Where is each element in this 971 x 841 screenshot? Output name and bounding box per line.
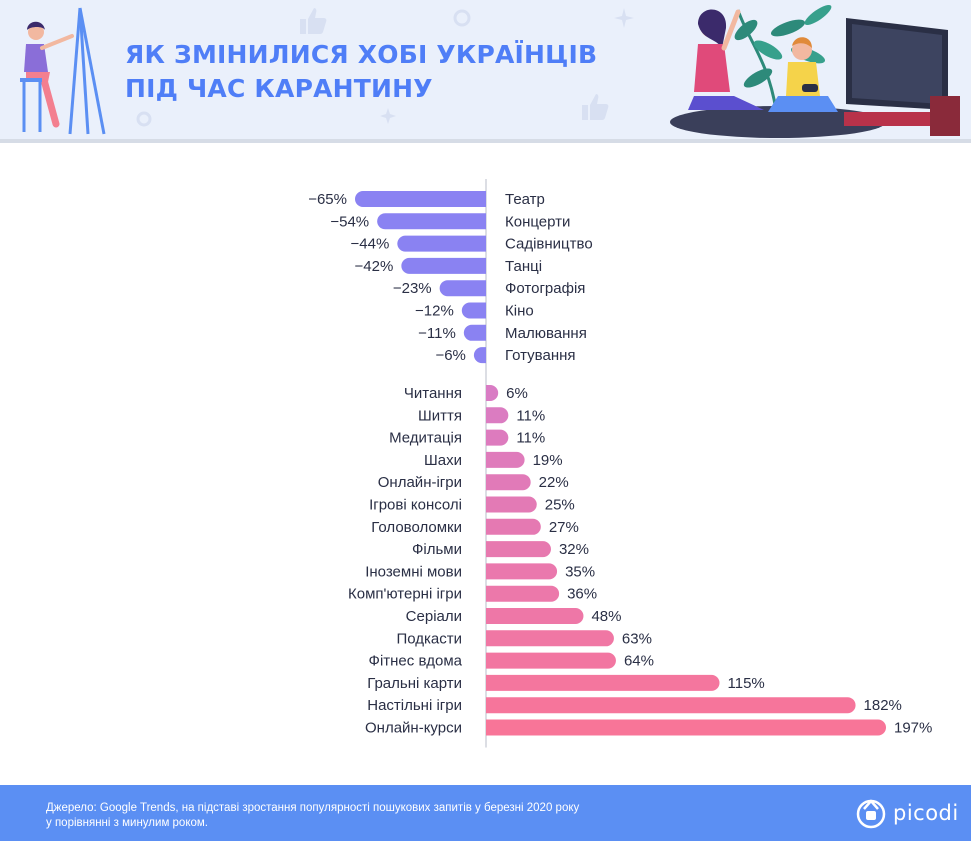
bar-positive — [486, 608, 584, 624]
value-label-positive: 36% — [567, 586, 597, 603]
category-label-positive: Серіали — [406, 608, 462, 625]
bar-positive — [486, 630, 614, 647]
picodi-logo-icon — [856, 799, 886, 829]
category-label-negative: Театр — [505, 191, 545, 208]
bar-negative — [377, 213, 486, 230]
category-label-positive: Медитація — [389, 430, 462, 447]
value-label-positive: 11% — [516, 407, 545, 424]
category-label-negative: Концерти — [505, 213, 570, 230]
category-label-positive: Читання — [404, 385, 462, 402]
thumbs-up-icon — [300, 8, 327, 34]
value-label-positive: 19% — [533, 452, 563, 469]
value-label-negative: −12% — [415, 303, 454, 320]
page-title: ЯК ЗМІНИЛИСЯ ХОБІ УКРАЇНЦІВ ПІД ЧАС КАРА… — [125, 38, 645, 106]
value-label-positive: 197% — [894, 720, 932, 737]
category-label-positive: Подкасти — [396, 630, 462, 647]
artist-illustration — [20, 7, 106, 135]
category-label-positive: Гральні карти — [367, 675, 462, 692]
value-label-positive: 27% — [549, 519, 579, 536]
bar-positive — [486, 541, 551, 558]
category-label-negative: Готування — [505, 347, 576, 364]
footer: Джерело: Google Trends, на підставі зрос… — [0, 785, 971, 841]
category-label-positive: Настільні ігри — [367, 697, 462, 714]
bar-negative — [463, 324, 486, 341]
bar-negative — [397, 235, 486, 252]
value-label-positive: 32% — [559, 541, 589, 558]
bar-negative — [401, 257, 486, 274]
bar-positive — [486, 652, 616, 669]
category-label-positive: Онлайн-ігри — [378, 474, 462, 491]
value-label-negative: −23% — [393, 280, 432, 297]
value-label-positive: 48% — [591, 608, 621, 625]
sparkle-icon — [614, 8, 634, 28]
chart-area: −65% Театр −54% Концерти −44% Садівництво −42%… — [0, 147, 971, 785]
value-label-positive: 182% — [864, 697, 902, 714]
hobby-change-chart: −65% Театр −54% Концерти −44% Садівництво −42%… — [308, 179, 932, 748]
category-label-positive: Шахи — [424, 452, 462, 469]
category-label-negative: Кіно — [505, 303, 534, 320]
bar-negative — [355, 191, 486, 207]
value-label-positive: 11% — [516, 430, 545, 447]
bar-negative — [461, 302, 486, 319]
gamers-illustration — [670, 4, 960, 138]
source-line-2: у порівнянні з минулим роком. — [46, 817, 208, 829]
value-label-negative: −11% — [418, 325, 456, 342]
bar-positive — [486, 674, 720, 691]
header-banner: ЯК ЗМІНИЛИСЯ ХОБІ УКРАЇНЦІВ ПІД ЧАС КАРА… — [0, 0, 971, 143]
bar-positive — [486, 719, 886, 736]
category-label-positive: Головоломки — [371, 519, 462, 536]
category-label-positive: Онлайн-курси — [365, 720, 462, 737]
picodi-logo: picodi — [855, 797, 959, 829]
thumbs-up-icon — [582, 94, 609, 120]
value-label-positive: 6% — [506, 385, 528, 402]
bar-positive — [486, 697, 856, 714]
category-label-negative: Садівництво — [505, 236, 593, 253]
bar-positive — [486, 585, 560, 602]
bar-positive — [486, 407, 509, 424]
category-label-positive: Іноземні мови — [365, 563, 462, 580]
value-label-positive: 63% — [622, 630, 652, 647]
category-label-positive: Ігрові консолі — [369, 497, 462, 514]
category-label-negative: Фотографія — [505, 280, 585, 297]
value-label-positive: 22% — [539, 474, 569, 491]
sparkle-icon — [380, 108, 396, 124]
tv-illustration — [844, 18, 960, 136]
category-label-positive: Фітнес вдома — [369, 653, 463, 670]
circle-icon — [136, 111, 152, 127]
value-label-negative: −54% — [330, 213, 369, 230]
value-label-positive: 115% — [728, 675, 765, 692]
category-label-positive: Фільми — [412, 541, 462, 558]
value-label-positive: 64% — [624, 653, 654, 670]
bar-positive — [486, 496, 537, 513]
category-label-positive: Шиття — [418, 407, 462, 424]
source-line-1: Джерело: Google Trends, на підставі зрос… — [46, 802, 580, 814]
bar-negative — [473, 347, 486, 364]
value-label-positive: 25% — [545, 497, 575, 514]
source-note: Джерело: Google Trends, на підставі зрос… — [46, 801, 766, 831]
bar-negative — [439, 280, 486, 297]
value-label-negative: −65% — [308, 191, 347, 208]
bar-positive — [486, 451, 525, 468]
category-label-negative: Малювання — [505, 325, 587, 342]
bar-positive — [486, 429, 509, 446]
bar-positive — [486, 474, 531, 491]
value-label-negative: −6% — [435, 347, 465, 364]
category-label-negative: Танці — [505, 258, 542, 275]
value-label-positive: 35% — [565, 563, 595, 580]
bar-positive — [486, 385, 499, 401]
value-label-negative: −42% — [355, 258, 394, 275]
bar-positive — [486, 563, 558, 580]
value-label-negative: −44% — [351, 236, 390, 253]
title-line-2: ПІД ЧАС КАРАНТИНУ — [125, 74, 433, 103]
logo-text: picodi — [893, 801, 959, 825]
circle-icon — [453, 9, 471, 27]
bar-positive — [486, 518, 541, 535]
title-line-1: ЯК ЗМІНИЛИСЯ ХОБІ УКРАЇНЦІВ — [125, 40, 598, 69]
category-label-positive: Комп'ютерні ігри — [348, 586, 462, 603]
